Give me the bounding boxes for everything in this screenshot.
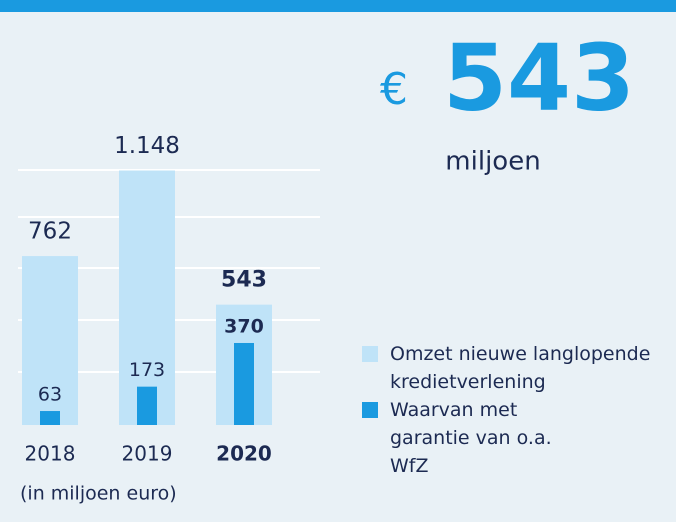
headline-value: 543 xyxy=(443,24,635,131)
bar xyxy=(234,342,254,425)
legend-label: Waarvan met garantie van o.a. WfZ xyxy=(390,399,552,477)
value-label: 370 xyxy=(224,315,264,337)
unit-note: (in miljoen euro) xyxy=(20,483,177,505)
x-tick-label: 2018 xyxy=(25,442,76,466)
headline-unit: miljoen xyxy=(445,147,540,177)
bar xyxy=(137,386,157,425)
bar xyxy=(40,411,60,425)
value-label: 1.148 xyxy=(114,133,180,159)
legend-label: Omzet nieuwe langlopende kredietverlenin… xyxy=(390,343,651,393)
x-tick-label: 2020 xyxy=(216,442,272,466)
headline-currency: € xyxy=(380,64,408,115)
value-label: 762 xyxy=(28,219,72,245)
bar xyxy=(119,170,175,425)
top-bar xyxy=(0,0,676,12)
legend-item: Omzet nieuwe langlopende kredietverlenin… xyxy=(362,340,662,396)
legend-swatch xyxy=(362,402,378,418)
value-label: 543 xyxy=(221,268,267,293)
legend-item: Waarvan met garantie van o.a. WfZ xyxy=(362,396,662,480)
value-label: 173 xyxy=(129,359,165,381)
value-label: 63 xyxy=(38,384,62,406)
bar xyxy=(22,256,78,425)
legend-swatch xyxy=(362,346,378,362)
x-tick-label: 2019 xyxy=(122,442,173,466)
